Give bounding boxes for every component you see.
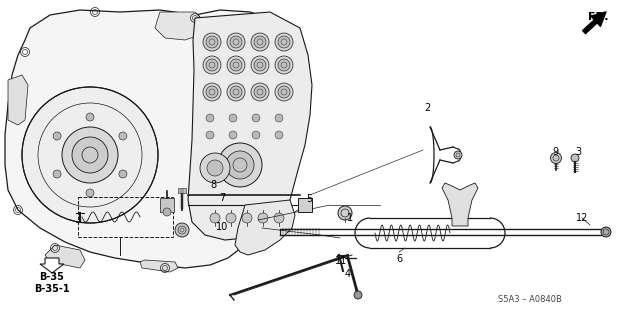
Bar bbox=[160, 198, 174, 212]
Polygon shape bbox=[5, 10, 295, 268]
Circle shape bbox=[86, 113, 94, 121]
Polygon shape bbox=[40, 258, 64, 273]
Circle shape bbox=[226, 213, 236, 223]
Circle shape bbox=[251, 56, 269, 74]
Circle shape bbox=[227, 83, 245, 101]
Polygon shape bbox=[8, 75, 28, 125]
Text: S5A3 – A0840B: S5A3 – A0840B bbox=[498, 295, 562, 305]
Circle shape bbox=[206, 59, 218, 71]
Circle shape bbox=[275, 56, 293, 74]
Text: B-35
B-35-1: B-35 B-35-1 bbox=[34, 272, 70, 294]
Circle shape bbox=[72, 137, 108, 173]
Circle shape bbox=[254, 59, 266, 71]
Text: 10: 10 bbox=[216, 222, 228, 232]
Circle shape bbox=[206, 86, 218, 98]
Polygon shape bbox=[188, 12, 312, 240]
Bar bbox=[78, 197, 173, 237]
Circle shape bbox=[22, 87, 158, 223]
Text: 9: 9 bbox=[552, 147, 558, 157]
Circle shape bbox=[252, 114, 260, 122]
Circle shape bbox=[454, 151, 462, 159]
Circle shape bbox=[229, 114, 237, 122]
Polygon shape bbox=[235, 200, 295, 255]
Circle shape bbox=[251, 83, 269, 101]
Text: 11: 11 bbox=[335, 256, 347, 266]
Bar bbox=[223, 128, 243, 142]
Circle shape bbox=[242, 213, 252, 223]
Circle shape bbox=[229, 131, 237, 139]
Circle shape bbox=[278, 86, 290, 98]
Bar bbox=[269, 128, 289, 142]
Circle shape bbox=[251, 33, 269, 51]
Circle shape bbox=[278, 59, 290, 71]
Circle shape bbox=[550, 152, 561, 164]
Circle shape bbox=[175, 223, 189, 237]
Circle shape bbox=[53, 170, 61, 178]
Circle shape bbox=[338, 206, 352, 220]
Circle shape bbox=[601, 227, 611, 237]
Circle shape bbox=[278, 36, 290, 48]
Circle shape bbox=[206, 114, 214, 122]
Text: 6: 6 bbox=[396, 254, 402, 264]
Bar bbox=[246, 111, 266, 125]
Bar bbox=[200, 128, 220, 142]
Circle shape bbox=[206, 36, 218, 48]
Circle shape bbox=[274, 213, 284, 223]
Circle shape bbox=[275, 131, 283, 139]
Circle shape bbox=[227, 56, 245, 74]
Polygon shape bbox=[442, 183, 478, 226]
Circle shape bbox=[203, 33, 221, 51]
Text: 12: 12 bbox=[576, 213, 588, 223]
Polygon shape bbox=[45, 245, 85, 268]
Circle shape bbox=[354, 291, 362, 299]
Circle shape bbox=[230, 59, 242, 71]
Text: 1: 1 bbox=[347, 213, 353, 223]
Circle shape bbox=[62, 127, 118, 183]
Text: 3: 3 bbox=[575, 147, 581, 157]
Circle shape bbox=[226, 151, 254, 179]
Text: FR.: FR. bbox=[588, 12, 609, 22]
Circle shape bbox=[53, 132, 61, 140]
Circle shape bbox=[203, 56, 221, 74]
Bar bbox=[223, 111, 243, 125]
Circle shape bbox=[227, 33, 245, 51]
Polygon shape bbox=[140, 260, 178, 272]
Bar bbox=[178, 188, 186, 193]
Bar bbox=[269, 111, 289, 125]
Circle shape bbox=[210, 213, 220, 223]
Circle shape bbox=[203, 83, 221, 101]
FancyArrowPatch shape bbox=[582, 12, 606, 33]
Circle shape bbox=[200, 153, 230, 183]
Text: 4: 4 bbox=[345, 269, 351, 279]
Bar bbox=[200, 111, 220, 125]
Circle shape bbox=[275, 114, 283, 122]
Circle shape bbox=[252, 131, 260, 139]
Text: 8: 8 bbox=[210, 180, 216, 190]
Circle shape bbox=[86, 189, 94, 197]
Circle shape bbox=[258, 213, 268, 223]
Circle shape bbox=[230, 86, 242, 98]
Circle shape bbox=[230, 36, 242, 48]
Circle shape bbox=[163, 208, 171, 216]
Polygon shape bbox=[155, 12, 205, 40]
Bar bbox=[246, 128, 266, 142]
Circle shape bbox=[571, 154, 579, 162]
Text: 5: 5 bbox=[306, 194, 312, 204]
Text: 7: 7 bbox=[219, 193, 225, 203]
Circle shape bbox=[254, 86, 266, 98]
Bar bbox=[298, 198, 312, 212]
Circle shape bbox=[275, 33, 293, 51]
Circle shape bbox=[275, 83, 293, 101]
Circle shape bbox=[119, 132, 127, 140]
Circle shape bbox=[207, 160, 223, 176]
Circle shape bbox=[218, 143, 262, 187]
Circle shape bbox=[119, 170, 127, 178]
Circle shape bbox=[254, 36, 266, 48]
Text: 2: 2 bbox=[424, 103, 430, 113]
Circle shape bbox=[206, 131, 214, 139]
